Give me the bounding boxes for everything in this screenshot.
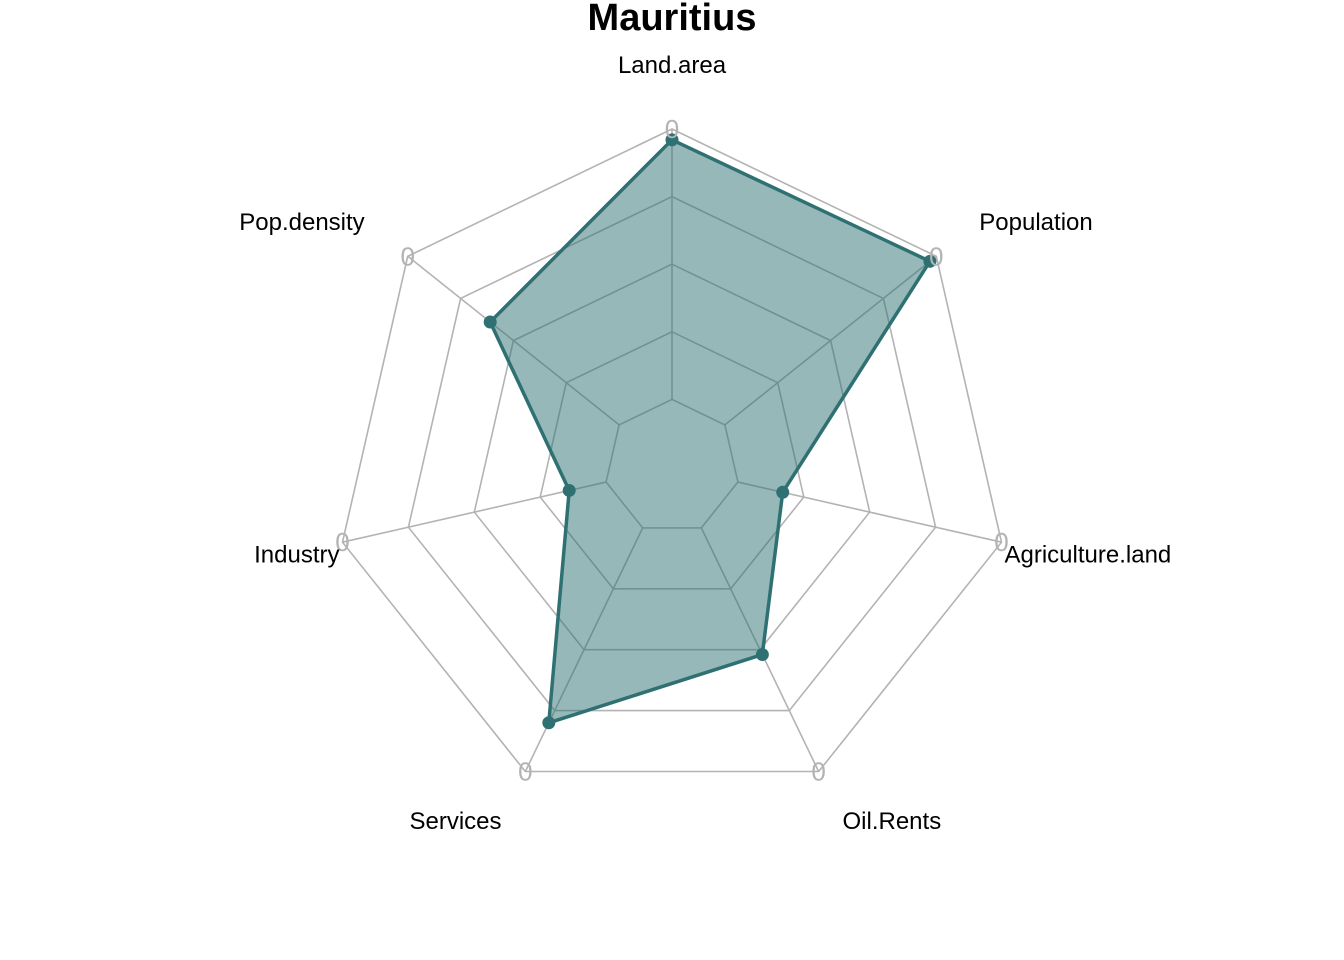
tick-label: 0 xyxy=(335,527,349,557)
data-point-land-area xyxy=(665,133,679,147)
tick-label: 0 xyxy=(929,241,943,271)
data-point-industry xyxy=(562,483,576,497)
tick-label: 0 xyxy=(811,757,825,787)
data-point-oil-rents xyxy=(755,648,769,662)
axis-label-pop-density: Pop.density xyxy=(239,209,364,236)
grid-ring-4 xyxy=(407,195,937,712)
spoke-6 xyxy=(342,481,607,543)
tick-label: 0 xyxy=(994,527,1008,557)
data-point-population xyxy=(923,254,937,268)
axis-label-oil-rents: Oil.Rents xyxy=(843,808,942,835)
tick-label: 0 xyxy=(518,757,532,787)
series-area xyxy=(488,138,932,725)
data-point-agriculture-land xyxy=(776,485,790,499)
radar-series xyxy=(483,133,937,730)
chart-title: Mauritius xyxy=(588,0,757,39)
axis-label-industry: Industry xyxy=(254,542,339,569)
axis-label-agriculture-land: Agriculture.land xyxy=(1005,542,1172,569)
axis-labels: 0 0 0 0 0 0 0 Land.area Population Agriculture.la… xyxy=(239,52,1171,835)
grid-ring-5 xyxy=(341,128,1003,773)
axis-label-services: Services xyxy=(409,808,501,835)
axis-label-population: Population xyxy=(979,209,1092,236)
data-point-pop-density xyxy=(483,315,497,329)
tick-label: 0 xyxy=(665,114,679,144)
tick-label: 0 xyxy=(401,241,415,271)
axis-label-land-area: Land.area xyxy=(618,52,727,79)
data-point-services xyxy=(542,716,556,730)
